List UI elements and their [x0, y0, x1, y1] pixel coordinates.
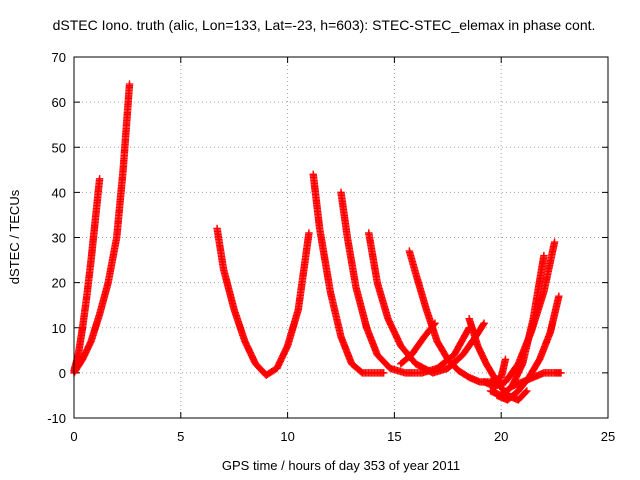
- y-tick-label: 0: [59, 366, 66, 381]
- data-point: [522, 388, 530, 396]
- data-point: [555, 292, 563, 300]
- x-tick-label: 5: [177, 429, 184, 444]
- x-tick-label: 0: [70, 429, 77, 444]
- y-tick-label: 70: [52, 50, 66, 65]
- series-0: [70, 175, 104, 375]
- x-tick-label: 10: [280, 429, 294, 444]
- y-tick-label: 20: [52, 276, 66, 291]
- y-tick-label: 50: [52, 140, 66, 155]
- y-tick-label: -10: [47, 411, 66, 426]
- data-point: [431, 319, 439, 327]
- series-4: [337, 188, 473, 377]
- y-tick-label: 10: [52, 321, 66, 336]
- data-point: [430, 320, 438, 329]
- data-point: [479, 320, 488, 329]
- data-point: [557, 369, 565, 377]
- axis-ticks: 0 5 10 15 20 25 -10 0 10 20 30 40 50 60 70: [47, 50, 615, 444]
- series-7: [397, 319, 439, 368]
- data-point: [305, 229, 313, 237]
- series-10: [486, 251, 548, 400]
- series-3: [309, 170, 388, 377]
- data-point: [501, 355, 510, 364]
- grid: [74, 57, 608, 418]
- x-tick-label: 15: [387, 429, 401, 444]
- series-12: [508, 369, 565, 391]
- data-point: [523, 387, 531, 395]
- x-axis-label: GPS time / hours of day 353 of year 2011: [222, 458, 460, 473]
- data-point: [357, 368, 365, 376]
- data-point: [95, 175, 104, 183]
- x-tick-label: 25: [601, 429, 615, 444]
- data-point: [125, 80, 134, 88]
- data-point: [480, 319, 488, 327]
- series-5: [365, 229, 488, 377]
- x-tick-label: 20: [494, 429, 508, 444]
- data-point: [380, 369, 388, 377]
- series-2: [213, 224, 313, 379]
- chart-title: dSTEC Iono. truth (alic, Lon=133, Lat=-2…: [53, 17, 596, 33]
- plot-frame: [73, 56, 609, 419]
- y-tick-label: 30: [52, 231, 66, 246]
- y-tick-label: 60: [52, 95, 66, 110]
- y-tick-label: 40: [52, 185, 66, 200]
- data-point: [540, 251, 548, 260]
- series-1: [70, 80, 134, 377]
- y-axis-label: dSTEC / TECUs: [7, 189, 22, 284]
- data-point: [550, 238, 559, 246]
- plot-area: [70, 80, 565, 404]
